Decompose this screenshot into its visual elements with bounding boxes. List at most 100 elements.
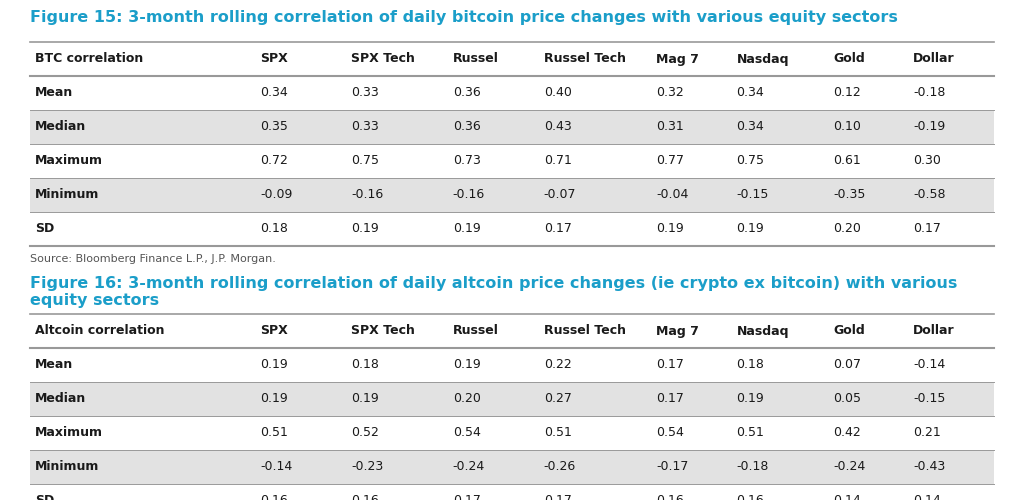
Text: 0.33: 0.33 xyxy=(351,120,379,134)
Bar xyxy=(908,178,994,212)
Text: 0.34: 0.34 xyxy=(260,86,288,100)
Bar xyxy=(731,42,828,76)
Text: 0.42: 0.42 xyxy=(833,426,861,440)
Bar xyxy=(346,144,447,178)
Bar xyxy=(447,76,539,110)
Bar xyxy=(651,76,731,110)
Text: -0.14: -0.14 xyxy=(913,358,945,372)
Text: SPX: SPX xyxy=(260,52,288,66)
Bar xyxy=(908,416,994,450)
Bar xyxy=(908,76,994,110)
Bar xyxy=(539,110,651,144)
Bar xyxy=(539,42,651,76)
Bar xyxy=(828,42,908,76)
Text: -0.09: -0.09 xyxy=(260,188,292,202)
Bar xyxy=(539,144,651,178)
Text: 0.19: 0.19 xyxy=(736,392,764,406)
Bar xyxy=(447,212,539,246)
Bar xyxy=(731,178,828,212)
Text: 0.19: 0.19 xyxy=(260,392,288,406)
Text: 0.12: 0.12 xyxy=(833,86,861,100)
Text: 0.14: 0.14 xyxy=(913,494,941,500)
Text: 0.16: 0.16 xyxy=(736,494,764,500)
Bar xyxy=(908,382,994,416)
Text: SPX: SPX xyxy=(260,324,288,338)
Bar xyxy=(731,314,828,348)
Text: equity sectors: equity sectors xyxy=(30,293,159,308)
Bar xyxy=(255,212,346,246)
Text: 0.75: 0.75 xyxy=(351,154,379,168)
Bar xyxy=(828,484,908,500)
Text: -0.16: -0.16 xyxy=(453,188,485,202)
Text: 0.07: 0.07 xyxy=(833,358,861,372)
Bar xyxy=(447,382,539,416)
Bar xyxy=(731,450,828,484)
Bar xyxy=(30,314,255,348)
Bar xyxy=(255,416,346,450)
Text: 0.17: 0.17 xyxy=(656,358,684,372)
Bar xyxy=(828,144,908,178)
Text: 0.27: 0.27 xyxy=(544,392,571,406)
Bar xyxy=(346,212,447,246)
Text: Median: Median xyxy=(35,120,86,134)
Text: 0.71: 0.71 xyxy=(544,154,571,168)
Bar xyxy=(731,416,828,450)
Text: 0.19: 0.19 xyxy=(260,358,288,372)
Bar xyxy=(651,382,731,416)
Bar xyxy=(255,314,346,348)
Text: -0.15: -0.15 xyxy=(913,392,946,406)
Bar xyxy=(731,144,828,178)
Text: 0.21: 0.21 xyxy=(913,426,941,440)
Text: 0.51: 0.51 xyxy=(544,426,571,440)
Bar xyxy=(346,314,447,348)
Text: -0.14: -0.14 xyxy=(260,460,292,473)
Bar xyxy=(731,484,828,500)
Text: 0.54: 0.54 xyxy=(656,426,684,440)
Bar xyxy=(908,450,994,484)
Bar xyxy=(447,348,539,382)
Text: 0.52: 0.52 xyxy=(351,426,379,440)
Bar xyxy=(908,110,994,144)
Text: 0.17: 0.17 xyxy=(913,222,941,235)
Text: 0.73: 0.73 xyxy=(453,154,480,168)
Text: -0.19: -0.19 xyxy=(913,120,945,134)
Bar xyxy=(255,178,346,212)
Bar xyxy=(731,348,828,382)
Text: Russel Tech: Russel Tech xyxy=(544,324,626,338)
Bar xyxy=(539,348,651,382)
Text: 0.05: 0.05 xyxy=(833,392,861,406)
Text: Russel Tech: Russel Tech xyxy=(544,52,626,66)
Bar xyxy=(651,178,731,212)
Bar xyxy=(539,76,651,110)
Bar xyxy=(30,76,255,110)
Text: -0.07: -0.07 xyxy=(544,188,577,202)
Bar xyxy=(908,348,994,382)
Text: 0.30: 0.30 xyxy=(913,154,941,168)
Bar xyxy=(651,212,731,246)
Text: -0.18: -0.18 xyxy=(913,86,946,100)
Bar xyxy=(30,450,255,484)
Bar xyxy=(731,212,828,246)
Text: 0.19: 0.19 xyxy=(736,222,764,235)
Bar xyxy=(255,110,346,144)
Bar xyxy=(447,314,539,348)
Text: -0.35: -0.35 xyxy=(833,188,865,202)
Bar xyxy=(30,484,255,500)
Bar xyxy=(539,450,651,484)
Bar xyxy=(828,212,908,246)
Text: 0.51: 0.51 xyxy=(260,426,288,440)
Text: 0.19: 0.19 xyxy=(351,222,379,235)
Text: -0.16: -0.16 xyxy=(351,188,383,202)
Text: 0.19: 0.19 xyxy=(351,392,379,406)
Text: Nasdaq: Nasdaq xyxy=(736,324,790,338)
Text: 0.17: 0.17 xyxy=(544,494,571,500)
Bar xyxy=(828,314,908,348)
Text: 0.16: 0.16 xyxy=(656,494,684,500)
Text: -0.23: -0.23 xyxy=(351,460,383,473)
Text: 0.17: 0.17 xyxy=(544,222,571,235)
Text: 0.16: 0.16 xyxy=(351,494,379,500)
Text: Russel: Russel xyxy=(453,324,499,338)
Text: 0.19: 0.19 xyxy=(453,222,480,235)
Text: 0.18: 0.18 xyxy=(351,358,379,372)
Bar xyxy=(447,484,539,500)
